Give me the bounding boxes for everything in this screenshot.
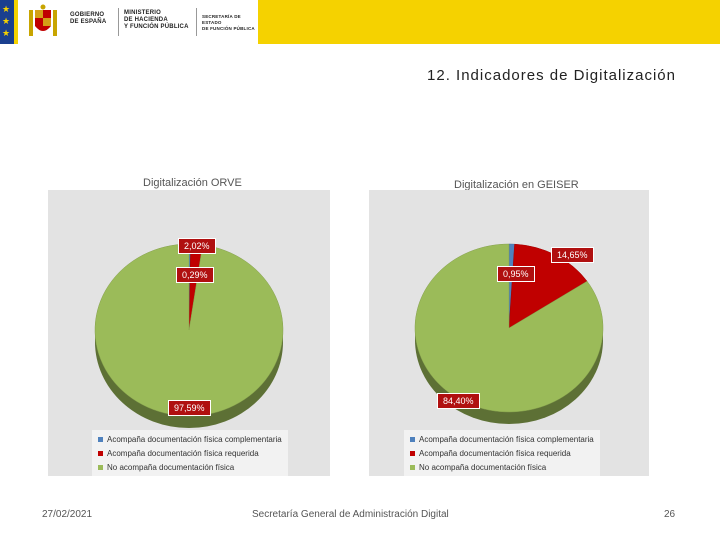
- data-label: 0,95%: [497, 266, 535, 282]
- legend-item: Acompaña documentación física complement…: [98, 432, 282, 446]
- chart-legend: Acompaña documentación física complement…: [92, 430, 288, 476]
- legend-item: Acompaña documentación física requerida: [98, 446, 282, 460]
- star-icon: ★: [2, 28, 11, 38]
- star-icon: ★: [2, 16, 11, 26]
- legend-item: No acompaña documentación física: [98, 460, 282, 474]
- chart-legend: Acompaña documentación física complement…: [404, 430, 600, 476]
- eu-flag-strip: ★ ★ ★: [0, 0, 14, 44]
- legend-swatch: [98, 450, 103, 456]
- legend-swatch: [410, 436, 415, 442]
- legend-swatch: [410, 464, 415, 470]
- data-label: 84,40%: [437, 393, 480, 409]
- footer-organization: Secretaría General de Administración Dig…: [252, 509, 449, 520]
- chart-title-orve: Digitalización ORVE: [143, 177, 242, 189]
- data-label: 97,59%: [168, 400, 211, 416]
- page-title: 12. Indicadores de Digitalización: [427, 67, 676, 84]
- data-label: 0,29%: [176, 267, 214, 283]
- footer-date: 27/02/2021: [42, 509, 93, 520]
- chart-orve: 2,02% 0,29% 97,59% Acompaña documentació…: [48, 190, 330, 476]
- data-label: 2,02%: [178, 238, 216, 254]
- coat-of-arms-icon: [29, 4, 57, 36]
- logo-secretaria-text: SECRETARÍA DE ESTADO DE FUNCIÓN PÚBLICA: [202, 14, 255, 31]
- pie-chart-orve: [94, 243, 284, 428]
- logo-divider: [118, 8, 119, 36]
- legend-swatch: [410, 450, 415, 456]
- logo-gobierno-text: GOBIERNO DE ESPAÑA: [70, 12, 107, 25]
- legend-swatch: [98, 436, 103, 442]
- pie-chart-geiser: [414, 243, 604, 424]
- logo-divider: [196, 8, 197, 36]
- data-label: 14,65%: [551, 247, 594, 263]
- page-number: 26: [664, 509, 676, 520]
- government-logo: GOBIERNO DE ESPAÑA MINISTERIO DE HACIEND…: [18, 0, 258, 44]
- header-bar: ★ ★ ★ GOBIERNO DE ESPAÑA MINISTERIO DE H…: [0, 0, 720, 44]
- logo-ministerio-text: MINISTERIO DE HACIENDA Y FUNCIÓN PÚBLICA: [124, 10, 189, 30]
- legend-item: Acompaña documentación física complement…: [410, 432, 594, 446]
- legend-item: Acompaña documentación física requerida: [410, 446, 594, 460]
- legend-item: No acompaña documentación física: [410, 460, 594, 474]
- chart-geiser: 14,65% 0,95% 84,40% Acompaña documentaci…: [369, 190, 649, 476]
- star-icon: ★: [2, 4, 11, 14]
- chart-title-geiser: Digitalización en GEISER: [454, 179, 579, 191]
- legend-swatch: [98, 464, 103, 470]
